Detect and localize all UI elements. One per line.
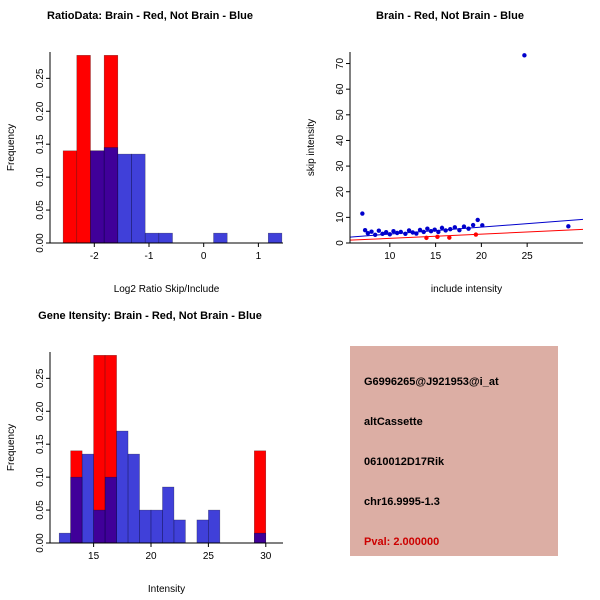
svg-text:skip intensity: skip intensity — [306, 119, 317, 176]
gene-intensity-histogram-title: Gene Itensity: Brain - Red, Not Brain - … — [38, 310, 262, 322]
svg-text:-1: -1 — [145, 251, 154, 262]
svg-text:40: 40 — [335, 134, 346, 146]
svg-text:60: 60 — [335, 83, 346, 95]
panel-gene-intensity-histogram: 15 20 25 30 0.00 0.05 0.10 0.15 0.20 0.25 Intensit… — [0, 300, 300, 600]
svg-text:1: 1 — [256, 251, 262, 262]
svg-text:20: 20 — [476, 251, 488, 262]
gene-info-box: G6996265@J921953@i_at altCassette 061001… — [350, 346, 558, 556]
panel-gene-info: G6996265@J921953@i_at altCassette 061001… — [300, 300, 600, 600]
svg-text:15: 15 — [430, 251, 442, 262]
svg-text:-2: -2 — [90, 251, 99, 262]
svg-text:0: 0 — [201, 251, 207, 262]
svg-text:Frequency: Frequency — [6, 124, 17, 171]
info-line-event-type: altCassette — [364, 416, 423, 428]
svg-text:include intensity: include intensity — [431, 284, 502, 295]
info-line-gene-name: 0610012D17Rik — [364, 456, 445, 468]
svg-text:0: 0 — [335, 240, 346, 246]
svg-text:0.25: 0.25 — [35, 368, 46, 388]
svg-text:0.00: 0.00 — [35, 533, 46, 553]
svg-text:0.10: 0.10 — [35, 167, 46, 187]
panel-ratio-histogram: -2 -1 0 1 0.00 0.05 0.10 0.15 0.20 0.25 Log2 Ratio… — [0, 0, 300, 300]
info-line-pval: Pval: 2.000000 — [364, 536, 440, 548]
ratio-histogram-title: RatioData: Brain - Red, Not Brain - Blue — [47, 10, 253, 22]
svg-text:0.25: 0.25 — [35, 68, 46, 88]
svg-text:0.20: 0.20 — [35, 401, 46, 421]
svg-text:70: 70 — [335, 58, 346, 70]
svg-text:0.05: 0.05 — [35, 500, 46, 520]
intensity-scatter-plot: 10 15 20 25 0 10 20 30 40 50 60 70 include intensity… — [306, 52, 584, 295]
info-line-probe-id: G6996265@J921953@i_at — [364, 376, 499, 388]
svg-text:20: 20 — [145, 551, 157, 562]
svg-text:15: 15 — [88, 551, 100, 562]
svg-text:30: 30 — [260, 551, 272, 562]
info-line-location: chr16.9995-1.3 — [364, 496, 440, 508]
svg-text:Frequency: Frequency — [6, 424, 17, 471]
intensity-scatter-title: Brain - Red, Not Brain - Blue — [376, 10, 524, 22]
svg-text:0.00: 0.00 — [35, 233, 46, 253]
svg-text:0.15: 0.15 — [35, 134, 46, 154]
svg-text:25: 25 — [203, 551, 215, 562]
gene-intensity-histogram-plot: 15 20 25 30 0.00 0.05 0.10 0.15 0.20 0.25 Intensit… — [6, 352, 283, 595]
svg-text:10: 10 — [335, 211, 346, 223]
svg-text:30: 30 — [335, 160, 346, 172]
svg-text:25: 25 — [522, 251, 534, 262]
svg-text:Log2 Ratio Skip/Include: Log2 Ratio Skip/Include — [114, 284, 220, 295]
svg-text:Intensity: Intensity — [148, 584, 185, 595]
svg-text:50: 50 — [335, 109, 346, 121]
svg-text:20: 20 — [335, 186, 346, 198]
svg-text:10: 10 — [384, 251, 396, 262]
svg-text:0.10: 0.10 — [35, 467, 46, 487]
svg-text:0.20: 0.20 — [35, 101, 46, 121]
svg-text:0.15: 0.15 — [35, 434, 46, 454]
ratio-histogram-plot: -2 -1 0 1 0.00 0.05 0.10 0.15 0.20 0.25 Log2 Ratio… — [6, 52, 283, 295]
panel-intensity-scatter: 10 15 20 25 0 10 20 30 40 50 60 70 include intensity… — [300, 0, 600, 300]
svg-text:0.05: 0.05 — [35, 200, 46, 220]
